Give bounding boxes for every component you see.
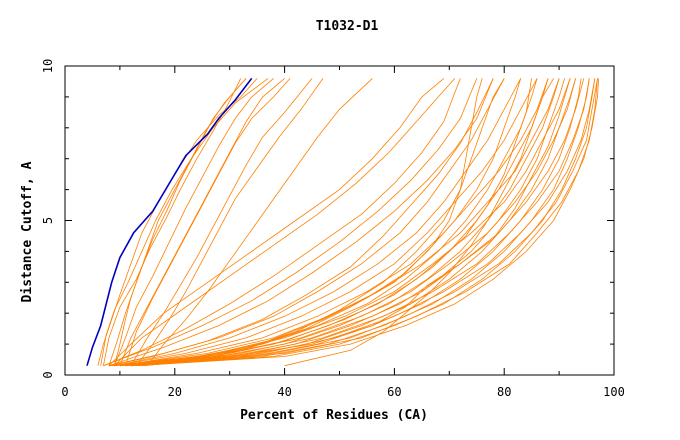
series-line-11 <box>136 78 324 366</box>
series-line-12 <box>146 78 373 366</box>
x-tick-label: 40 <box>277 385 291 399</box>
x-tick-label: 0 <box>61 385 68 399</box>
series-line-7 <box>114 78 274 366</box>
series-line-5 <box>114 78 247 366</box>
series-line-35 <box>136 78 596 367</box>
series-line-23 <box>130 78 596 367</box>
series-line-40 <box>114 78 456 366</box>
series-line-29 <box>119 78 549 367</box>
series-line-16 <box>114 78 538 367</box>
y-axis: 0 5 10 <box>41 59 614 379</box>
x-axis: 0 20 40 60 80 100 <box>61 66 625 399</box>
series-line-1 <box>86 77 253 366</box>
chart-title: T1032-D1 <box>316 19 379 34</box>
series-line-27 <box>114 78 522 367</box>
series-line-9 <box>125 78 291 366</box>
y-tick-label: 0 <box>41 371 55 378</box>
series-line-8 <box>119 78 285 366</box>
y-tick-label: 5 <box>41 217 55 224</box>
series-line-44 <box>108 78 483 367</box>
y-tick-label: 10 <box>41 59 55 73</box>
series-line-30 <box>119 78 560 367</box>
series-layer <box>86 77 599 367</box>
x-tick-label: 20 <box>168 385 182 399</box>
series-line-45 <box>119 78 532 367</box>
series-line-28 <box>114 78 538 367</box>
series-line-15 <box>108 78 522 367</box>
series-line-21 <box>125 78 582 367</box>
series-line-37 <box>103 78 478 367</box>
series-line-22 <box>130 78 590 367</box>
x-tick-label: 100 <box>603 385 625 399</box>
series-line-36 <box>103 78 461 367</box>
series-line-3 <box>100 78 269 366</box>
series-line-33 <box>130 78 585 367</box>
series-line-43 <box>141 78 598 367</box>
series-line-41 <box>108 78 571 367</box>
series-line-24 <box>136 78 599 367</box>
series-line-38 <box>108 78 494 367</box>
series-line-42 <box>141 78 598 367</box>
series-line-32 <box>125 78 576 367</box>
x-axis-label: Percent of Residues (CA) <box>240 408 428 423</box>
series-line-4 <box>103 78 242 366</box>
series-line-39 <box>108 78 445 366</box>
series-line-10 <box>130 78 313 366</box>
y-axis-label: Distance Cutoff, A <box>20 161 35 302</box>
series-line-6 <box>108 78 247 366</box>
series-line-18 <box>119 78 560 367</box>
series-line-26 <box>108 78 505 367</box>
x-tick-label: 60 <box>387 385 401 399</box>
series-line-34 <box>130 78 590 367</box>
x-tick-label: 80 <box>497 385 511 399</box>
series-line-31 <box>125 78 571 367</box>
